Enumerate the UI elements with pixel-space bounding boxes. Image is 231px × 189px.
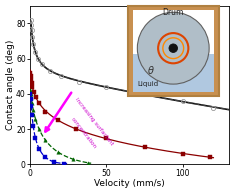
Y-axis label: Contact angle (deg): Contact angle (deg) (6, 40, 15, 130)
Text: Pure water: Pure water (152, 92, 190, 98)
Text: Drum: Drum (163, 8, 184, 17)
Text: $\theta$: $\theta$ (147, 64, 155, 76)
Text: Liquid: Liquid (137, 81, 158, 87)
Text: Increasing surfactant: Increasing surfactant (74, 97, 114, 147)
Circle shape (137, 12, 209, 84)
Text: concentration: concentration (70, 117, 97, 150)
Circle shape (169, 44, 177, 52)
FancyBboxPatch shape (128, 6, 219, 96)
X-axis label: Velocity (mm/s): Velocity (mm/s) (94, 179, 165, 188)
Bar (133, 10, 214, 92)
Bar (133, 54, 214, 92)
